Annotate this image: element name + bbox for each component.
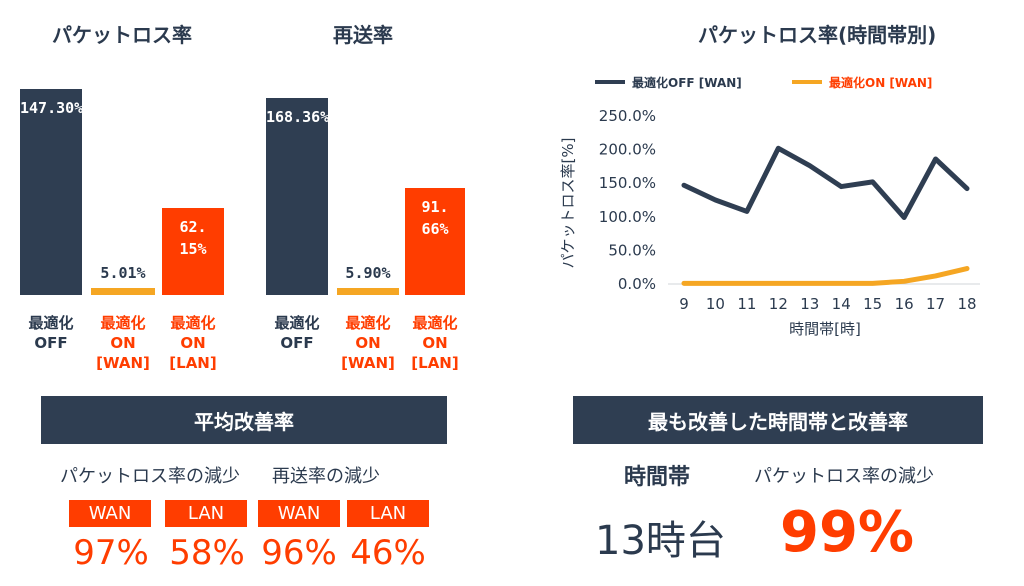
- legend-label-0: 最適化OFF [WAN]: [632, 75, 742, 90]
- best-time-value: 13時台: [595, 518, 726, 564]
- x-tick-label: 11: [737, 295, 756, 313]
- bar-category-label-1-0: 最適化 OFF: [28, 314, 74, 352]
- bar-category-label-2-0: 最適化 OFF: [274, 314, 320, 352]
- best-reduction-label: パケットロス率の減少: [754, 466, 934, 487]
- bar-1-2: [162, 207, 224, 295]
- bar-value-label-1-2: 62. 15%: [179, 217, 207, 258]
- bar-value-label-2-1: 5.90%: [345, 264, 391, 283]
- bar-value-label-2-0: 168.36%: [266, 108, 330, 127]
- line-chart-title: パケットロス率(時間帯別): [698, 23, 937, 47]
- lan-packet-loss-reduction: 58%: [169, 533, 245, 573]
- bar-chart-2: 168.36% 最適化 OFF 5.90% 最適化 ON [WAN] 91. 66% 最適…: [0, 0, 500, 400]
- series-line-0: [681, 145, 970, 220]
- time-label: 時間帯: [624, 465, 691, 490]
- x-tick-label: 16: [895, 295, 914, 313]
- bar-1-1: [91, 287, 155, 295]
- bar-2-2: [405, 187, 465, 295]
- bar-category-label-2-1: 最適化 ON [WAN]: [341, 314, 395, 372]
- y-tick-label: 50.0%: [608, 241, 656, 259]
- x-tick-label: 10: [706, 295, 725, 313]
- bar-chart-2-title: 再送率: [333, 23, 393, 47]
- wan-resend-reduction: 96%: [261, 533, 337, 573]
- bar-category-label-2-2: 最適化 ON [LAN]: [411, 314, 459, 372]
- x-tick-label: 12: [769, 295, 788, 313]
- bar-1-0: [20, 88, 82, 295]
- packet-loss-reduction-label: パケットロス率の減少: [60, 466, 240, 487]
- resend-reduction-label: 再送率の減少: [272, 466, 380, 487]
- bar-category-label-1-1: 最適化 ON [WAN]: [96, 314, 150, 372]
- chip-lan-resend: LAN: [347, 500, 429, 527]
- best-reduction-value: 99%: [780, 500, 915, 565]
- y-tick-label: 0.0%: [618, 275, 656, 293]
- bar-value-label-1-1: 5.01%: [100, 263, 146, 282]
- x-tick-label: 17: [926, 295, 945, 313]
- chip-lan-packet-loss: LAN: [165, 500, 247, 527]
- x-tick-label: 18: [957, 295, 976, 313]
- bar-value-label-1-0: 147.30%: [20, 98, 84, 117]
- legend-label-1: 最適化ON [WAN]: [829, 75, 932, 90]
- line-chart: 0.0% 50.0% 100.0% 150.0% 200.0% 250.0% 9 10 11 12…: [559, 75, 980, 338]
- series-line-1: [681, 266, 970, 286]
- x-tick-label: 14: [832, 295, 851, 313]
- x-tick-label: 15: [863, 295, 882, 313]
- bar-chart-1-title: パケットロス率: [52, 23, 192, 47]
- bar-value-label-2-2: 91. 66%: [421, 197, 449, 238]
- y-tick-label: 200.0%: [599, 141, 656, 159]
- y-axis-title: パケットロス率[%]: [559, 138, 577, 269]
- y-tick-label: 150.0%: [599, 174, 656, 192]
- y-tick-label: 250.0%: [599, 107, 656, 125]
- best-improvement-banner: 最も改善した時間帯と改善率: [573, 396, 983, 444]
- bar-2-0: [266, 98, 328, 295]
- bar-2-1: [337, 288, 399, 295]
- x-axis-title: 時間帯[時]: [789, 320, 861, 338]
- bar-category-label-1-2: 最適化 ON [LAN]: [169, 314, 217, 372]
- average-improvement-banner: 平均改善率: [41, 396, 447, 444]
- bar-chart-1: 147.30% 最適化 OFF 5.01% 最適化 ON [WAN] 62. 15% 最適…: [0, 0, 250, 400]
- y-tick-label: 100.0%: [599, 208, 656, 226]
- lan-resend-reduction: 46%: [350, 533, 426, 573]
- x-tick-label: 13: [800, 295, 819, 313]
- wan-packet-loss-reduction: 97%: [73, 533, 149, 573]
- chip-wan-resend: WAN: [258, 500, 340, 527]
- chip-wan-packet-loss: WAN: [69, 500, 151, 527]
- x-tick-label: 9: [679, 295, 689, 313]
